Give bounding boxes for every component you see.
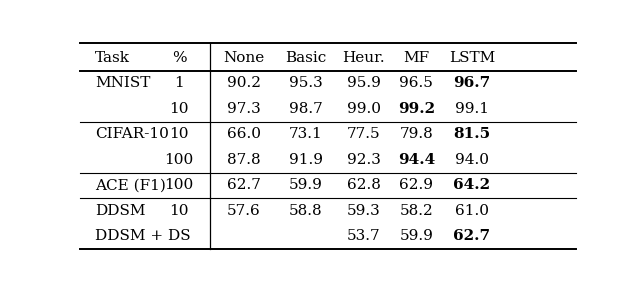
- Text: 61.0: 61.0: [455, 204, 489, 218]
- Text: CIFAR-10: CIFAR-10: [95, 127, 169, 141]
- Text: 99.1: 99.1: [455, 102, 489, 116]
- Text: ACE (F1): ACE (F1): [95, 178, 166, 192]
- Text: 91.9: 91.9: [289, 153, 323, 167]
- Text: 73.1: 73.1: [289, 127, 323, 141]
- Text: 64.2: 64.2: [453, 178, 490, 192]
- Text: 10: 10: [170, 127, 189, 141]
- Text: 59.3: 59.3: [347, 204, 381, 218]
- Text: 57.6: 57.6: [227, 204, 260, 218]
- Text: 10: 10: [170, 102, 189, 116]
- Text: 59.9: 59.9: [399, 229, 433, 243]
- Text: 81.5: 81.5: [453, 127, 490, 141]
- Text: 79.8: 79.8: [399, 127, 433, 141]
- Text: 95.3: 95.3: [289, 76, 323, 90]
- Text: MNIST: MNIST: [95, 76, 150, 90]
- Text: 95.9: 95.9: [347, 76, 381, 90]
- Text: 99.0: 99.0: [347, 102, 381, 116]
- Text: 100: 100: [164, 178, 194, 192]
- Text: Task: Task: [95, 51, 130, 65]
- Text: 100: 100: [164, 153, 194, 167]
- Text: 62.7: 62.7: [227, 178, 260, 192]
- Text: 96.5: 96.5: [399, 76, 433, 90]
- Text: Heur.: Heur.: [342, 51, 385, 65]
- Text: 92.3: 92.3: [347, 153, 381, 167]
- Text: 98.7: 98.7: [289, 102, 323, 116]
- Text: 99.2: 99.2: [397, 102, 435, 116]
- Text: %: %: [172, 51, 186, 65]
- Text: 59.9: 59.9: [289, 178, 323, 192]
- Text: 94.4: 94.4: [397, 153, 435, 167]
- Text: 10: 10: [170, 204, 189, 218]
- Text: 97.3: 97.3: [227, 102, 260, 116]
- Text: 77.5: 77.5: [347, 127, 381, 141]
- Text: 58.2: 58.2: [399, 204, 433, 218]
- Text: 62.7: 62.7: [453, 229, 490, 243]
- Text: 53.7: 53.7: [347, 229, 381, 243]
- Text: 94.0: 94.0: [455, 153, 489, 167]
- Text: 66.0: 66.0: [227, 127, 260, 141]
- Text: MF: MF: [403, 51, 429, 65]
- Text: None: None: [223, 51, 264, 65]
- Text: 62.9: 62.9: [399, 178, 433, 192]
- Text: 58.8: 58.8: [289, 204, 323, 218]
- Text: 96.7: 96.7: [453, 76, 490, 90]
- Text: DDSM: DDSM: [95, 204, 145, 218]
- Text: 62.8: 62.8: [347, 178, 381, 192]
- Text: Basic: Basic: [285, 51, 326, 65]
- Text: 87.8: 87.8: [227, 153, 260, 167]
- Text: 1: 1: [174, 76, 184, 90]
- Text: DDSM + DS: DDSM + DS: [95, 229, 191, 243]
- Text: LSTM: LSTM: [449, 51, 495, 65]
- Text: 90.2: 90.2: [227, 76, 260, 90]
